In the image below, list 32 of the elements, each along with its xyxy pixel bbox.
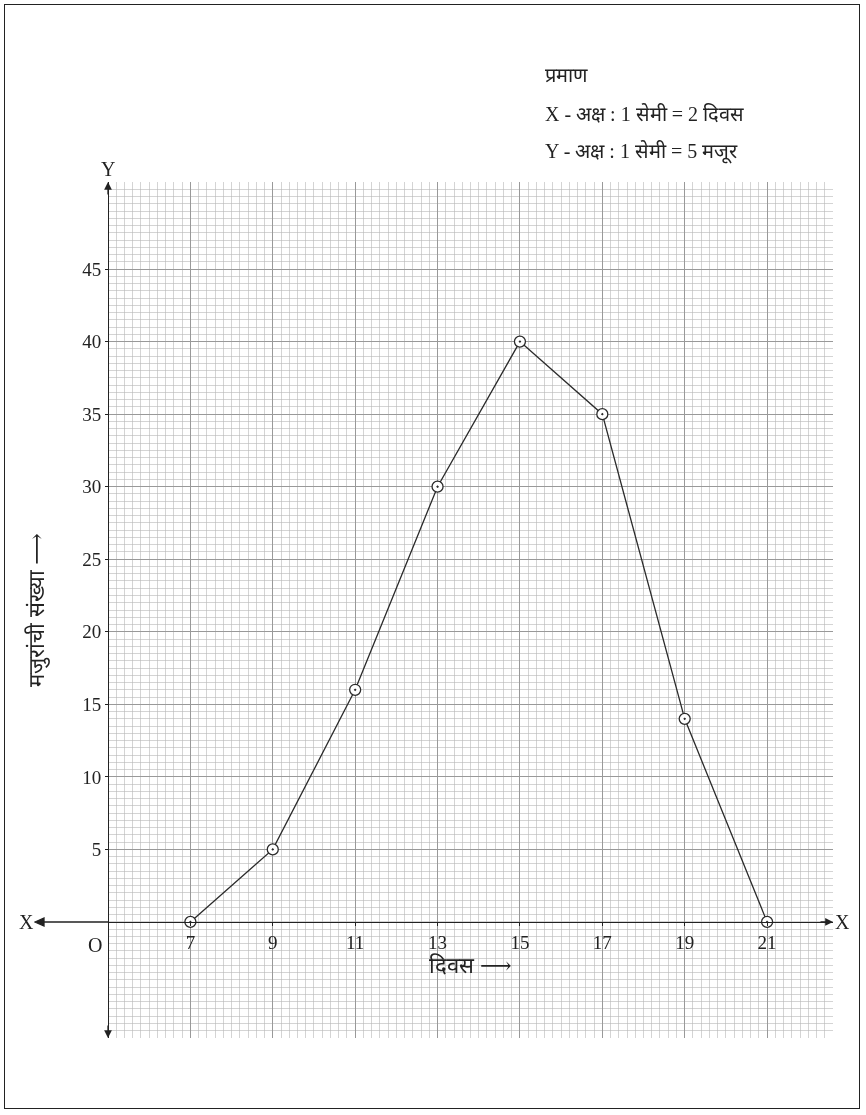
x-tick-label: 13 <box>428 932 448 954</box>
y-tick-label: 20 <box>82 621 102 643</box>
y-tick-label: 40 <box>82 331 102 353</box>
point <box>678 712 691 725</box>
text: X <box>19 911 34 933</box>
x-tick-label: 19 <box>675 932 695 954</box>
text: प्रमाण <box>545 64 588 86</box>
y-tick-label: 45 <box>82 258 102 280</box>
text: Y <box>101 158 116 180</box>
y-tick-label: 25 <box>82 548 102 570</box>
text: X <box>835 911 850 933</box>
y-tick-label: 15 <box>82 693 102 715</box>
text: X - अक्ष : 1 सेमी = 2 दिवस <box>545 103 744 125</box>
text: O <box>88 934 103 956</box>
y-tick-label: 35 <box>82 403 102 425</box>
point <box>513 335 527 348</box>
x-tick-label: 21 <box>757 932 777 954</box>
y-axis-title: मजुरांची संख्या ⟶ <box>23 533 50 687</box>
x-axis-title: दिवस ⟶ <box>429 953 512 979</box>
x-tick-label: 7 <box>185 932 196 954</box>
y-tick-label: 10 <box>82 766 102 788</box>
point <box>431 480 444 493</box>
y-tick-label: 5 <box>91 839 102 861</box>
x-tick-label: 17 <box>592 932 612 954</box>
point <box>596 407 609 421</box>
text: Y - अक्ष : 1 सेमी = 5 मजूर <box>545 140 739 164</box>
x-tick-label: 15 <box>510 932 530 954</box>
point <box>266 843 279 856</box>
y-tick-label: 30 <box>82 476 102 498</box>
point <box>349 683 362 696</box>
x-tick-label: 11 <box>346 932 365 954</box>
x-tick-label: 9 <box>268 932 278 954</box>
